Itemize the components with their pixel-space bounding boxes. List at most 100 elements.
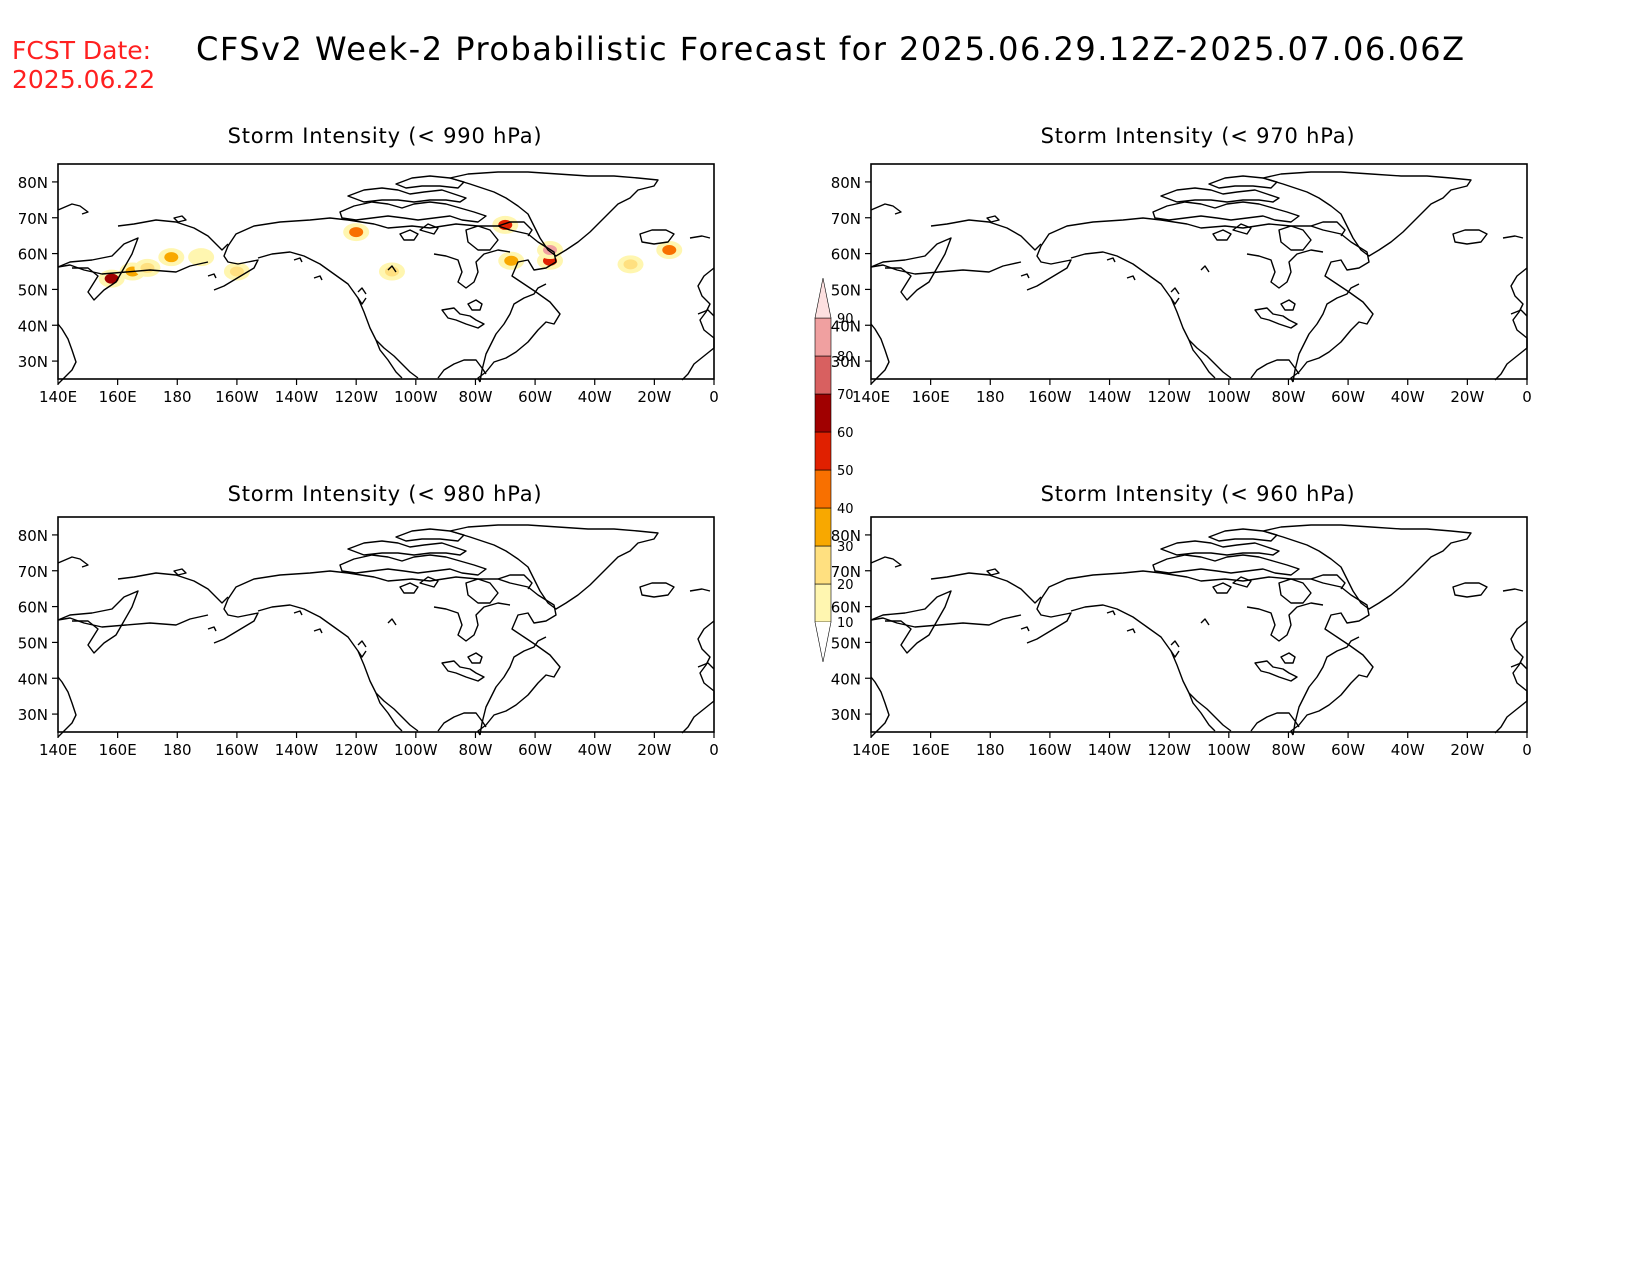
- map-panel-0: 80N 70N 60N 50N 40N 30N 140E 160E 180 160W 140W 120…: [18, 163, 719, 406]
- lat-label: 80N: [831, 527, 861, 545]
- coastline: [870, 171, 1528, 385]
- heat-blob-core: [104, 273, 119, 284]
- lon-label: 40W: [1391, 388, 1425, 406]
- lon-label: 60W: [518, 741, 552, 759]
- forecast-date-value: 2025.06.22: [12, 65, 156, 94]
- colorbar-swatch: [814, 431, 832, 471]
- lon-label: 0: [1522, 388, 1532, 406]
- lon-label: 20W: [637, 388, 671, 406]
- lat-label: 70N: [18, 563, 48, 581]
- panel-title-990: Storm Intensity (< 990 hPa): [227, 124, 543, 148]
- colorbar: 10 20 30 40 50 60 70 80 90: [814, 277, 854, 663]
- lat-label: 60N: [18, 599, 48, 617]
- page-title: CFSv2 Week-2 Probabilistic Forecast for …: [196, 30, 1466, 68]
- lat-label: 40N: [831, 670, 861, 688]
- lon-label: 100W: [394, 741, 438, 759]
- lon-label: 100W: [1207, 388, 1251, 406]
- map-panel-3: 80N 70N 60N 50N 40N 30N 140E 160E 180 160W 140W 120…: [831, 516, 1532, 759]
- colorbar-label: 60: [837, 426, 854, 441]
- colorbar-swatch: [814, 469, 832, 509]
- lat-label: 40N: [18, 670, 48, 688]
- map-panel-2: 80N 70N 60N 50N 40N 30N 140E 160E 180 160W 140W 120…: [18, 516, 719, 759]
- heat-blob-core: [164, 252, 179, 263]
- colorbar-swatch: [814, 317, 832, 357]
- lon-label: 80W: [458, 388, 492, 406]
- lat-label: 30N: [18, 353, 48, 371]
- heat-blob-core: [384, 266, 399, 277]
- lon-label: 20W: [637, 741, 671, 759]
- heat-blob-core: [229, 266, 244, 277]
- lon-label: 140E: [852, 388, 890, 406]
- lon-label: 160W: [1028, 741, 1072, 759]
- lon-label: 140E: [39, 741, 77, 759]
- colorbar-label: 20: [837, 578, 854, 593]
- colorbar-label: 90: [837, 312, 854, 327]
- colorbar-swatch: [814, 583, 832, 623]
- colorbar-label: 40: [837, 502, 854, 517]
- lon-label: 160W: [215, 741, 259, 759]
- colorbar-label: 30: [837, 540, 854, 555]
- lat-label: 70N: [831, 563, 861, 581]
- lon-label: 140E: [39, 388, 77, 406]
- map-panel-1: 80N 70N 60N 50N 40N 30N 140E 160E 180 160W 140W 120…: [831, 163, 1532, 406]
- colorbar-swatch: [814, 545, 832, 585]
- lat-label: 30N: [831, 706, 861, 724]
- lat-label: 40N: [18, 317, 48, 335]
- lon-label: 60W: [1331, 388, 1365, 406]
- lon-label: 40W: [578, 741, 612, 759]
- heat-blob-core: [140, 262, 155, 273]
- lon-label: 160W: [215, 388, 259, 406]
- lat-label: 50N: [18, 634, 48, 652]
- lat-label: 30N: [18, 706, 48, 724]
- lat-label: 50N: [831, 281, 861, 299]
- lat-label: 50N: [831, 634, 861, 652]
- colorbar-label: 10: [837, 616, 854, 631]
- lon-label: 40W: [578, 388, 612, 406]
- colorbar-label: 50: [837, 464, 854, 479]
- lat-label: 30N: [831, 353, 861, 371]
- panel-title-980: Storm Intensity (< 980 hPa): [227, 482, 543, 506]
- lon-label: 0: [709, 741, 719, 759]
- coastline: [57, 524, 715, 738]
- lon-label: 100W: [1207, 741, 1251, 759]
- lon-label: 160E: [912, 741, 950, 759]
- colorbar-top-arrow: [814, 277, 832, 319]
- forecast-date-label: FCST Date:: [12, 36, 152, 65]
- lon-label: 120W: [1147, 741, 1191, 759]
- colorbar-label: 80: [837, 350, 854, 365]
- lat-label: 70N: [18, 210, 48, 228]
- heat-blob-core: [662, 245, 677, 255]
- heat-blob-core: [349, 227, 364, 238]
- lon-label: 180: [976, 741, 1005, 759]
- lon-label: 60W: [1331, 741, 1365, 759]
- lon-label: 0: [1522, 741, 1532, 759]
- coastline: [870, 524, 1528, 738]
- heat-blob-core: [623, 259, 638, 270]
- lat-label: 70N: [831, 210, 861, 228]
- colorbar-swatch: [814, 393, 832, 433]
- lon-label: 40W: [1391, 741, 1425, 759]
- lon-label: 160W: [1028, 388, 1072, 406]
- colorbar-swatch: [814, 507, 832, 547]
- lat-label: 80N: [18, 527, 48, 545]
- map-frame: [870, 163, 1528, 380]
- lon-label: 180: [163, 741, 192, 759]
- lon-label: 160E: [99, 741, 137, 759]
- heat-blob-core: [504, 255, 519, 266]
- lon-label: 60W: [518, 388, 552, 406]
- lon-label: 120W: [334, 741, 378, 759]
- lon-label: 80W: [1271, 741, 1305, 759]
- lon-label: 100W: [394, 388, 438, 406]
- lon-label: 80W: [1271, 388, 1305, 406]
- lon-label: 140W: [275, 388, 319, 406]
- lon-label: 80W: [458, 741, 492, 759]
- lon-label: 160E: [912, 388, 950, 406]
- panel-title-960: Storm Intensity (< 960 hPa): [1040, 482, 1356, 506]
- heat-blob-core: [194, 252, 209, 263]
- lon-label: 0: [709, 388, 719, 406]
- lat-label: 50N: [18, 281, 48, 299]
- panel-title-970: Storm Intensity (< 970 hPa): [1040, 124, 1356, 148]
- lat-label: 80N: [18, 174, 48, 192]
- lat-label: 60N: [831, 599, 861, 617]
